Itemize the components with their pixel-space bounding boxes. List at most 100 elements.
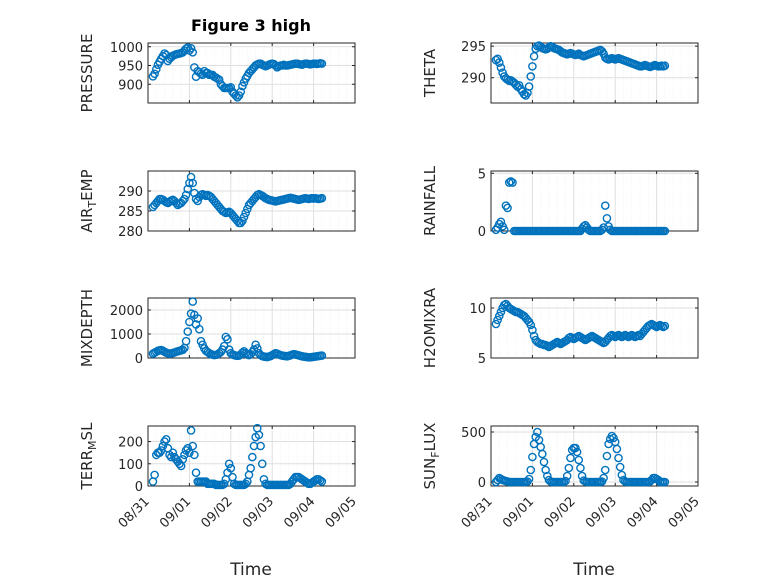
plot-area <box>491 171 698 231</box>
x-tick-label: 09/04 <box>281 494 318 531</box>
data-point <box>188 297 198 306</box>
data-point <box>566 453 575 463</box>
data-point <box>660 477 670 487</box>
data-point <box>185 178 194 188</box>
data-point <box>183 184 193 194</box>
axes-box <box>490 42 699 104</box>
data-point <box>150 470 159 480</box>
y-tick-label: 1000 <box>110 41 143 56</box>
data-point <box>538 449 547 459</box>
x-tick-label: 09/01 <box>157 494 194 531</box>
data-point <box>238 216 247 226</box>
data-point <box>254 430 264 440</box>
data-point <box>195 324 204 334</box>
data-point <box>155 448 164 457</box>
y-axis-label: H2OMIXRA <box>421 287 439 368</box>
y-axis-label: RAINFALL <box>421 165 439 236</box>
y-axis-label: MIXDEPTH <box>78 289 96 367</box>
subplot-mixdepth: 0 1000 2000 MIXDEPTH <box>78 289 356 367</box>
data-series-rainfall <box>491 177 670 236</box>
data-series-theta <box>491 41 670 100</box>
y-tick-label: 1000 <box>110 328 143 343</box>
data-point <box>180 450 189 460</box>
data-point <box>528 62 537 71</box>
data-point <box>609 433 618 443</box>
y-axis-label: PRESSURE <box>78 34 96 113</box>
data-point <box>160 437 169 446</box>
x-tick-label: 09/03 <box>240 494 277 531</box>
data-point <box>504 178 514 187</box>
data-point <box>183 443 193 453</box>
y-tick-label: 5 <box>478 352 486 367</box>
data-point <box>241 479 251 489</box>
y-tick-label: 5 <box>478 167 486 182</box>
data-point <box>597 225 607 235</box>
data-point <box>190 450 199 460</box>
data-point <box>541 465 550 475</box>
data-series-h2omixra <box>491 299 670 352</box>
data-point <box>494 311 504 321</box>
data-point <box>571 443 580 453</box>
data-point <box>528 452 537 462</box>
x-tick-label: 09/05 <box>666 494 703 531</box>
data-point <box>188 178 198 188</box>
data-point <box>526 320 536 330</box>
data-point <box>236 87 246 97</box>
data-point <box>524 82 534 91</box>
data-series-terr-msl <box>148 423 327 490</box>
data-point <box>496 217 506 227</box>
data-point <box>241 208 251 218</box>
y-tick-label: 900 <box>118 78 143 93</box>
data-point <box>186 43 196 53</box>
data-point <box>180 194 189 204</box>
data-point <box>491 319 501 329</box>
data-point <box>511 80 521 89</box>
x-tick-label: 09/02 <box>199 494 236 531</box>
y-tick-label: 285 <box>118 205 143 220</box>
data-point <box>529 51 539 61</box>
y-axis-label: SUNFLUX <box>421 423 442 490</box>
axes-box <box>490 297 699 359</box>
axes-box <box>147 42 356 104</box>
data-point <box>186 426 196 435</box>
data-point <box>219 479 229 489</box>
data-point <box>612 444 622 454</box>
data-point <box>224 459 234 469</box>
data-point <box>158 441 168 451</box>
data-point <box>561 476 570 486</box>
data-point <box>564 463 574 473</box>
y-tick-label: 0 <box>478 476 486 491</box>
data-point <box>193 314 202 323</box>
y-tick-label: 0 <box>478 225 486 240</box>
x-axis-label-left: Time <box>229 560 272 580</box>
data-point <box>496 307 506 317</box>
data-point <box>315 476 325 485</box>
data-point <box>239 212 249 222</box>
data-point <box>615 462 625 472</box>
x-tick-label: 09/03 <box>583 494 620 531</box>
data-point <box>181 190 191 200</box>
data-point <box>602 451 612 461</box>
data-series-pressure <box>148 43 327 102</box>
data-point <box>178 345 188 355</box>
y-tick-label: 295 <box>461 40 486 55</box>
data-point <box>186 172 196 182</box>
data-point <box>660 61 670 71</box>
plot-area <box>491 426 698 486</box>
data-point <box>317 193 327 203</box>
data-point <box>576 463 585 473</box>
data-point <box>166 452 176 462</box>
data-point <box>191 468 201 477</box>
data-point <box>183 327 193 336</box>
y-axis-label: TERRMSL <box>78 422 99 491</box>
subplot-terr-msl: 0 100 200 TERRMSL 08/31 09/01 09/02 09/03 09/04 0… <box>78 422 360 531</box>
x-tick-label: 09/02 <box>542 494 579 531</box>
data-point <box>178 455 188 464</box>
data-point <box>246 463 255 473</box>
subplot-sun-flux: 0 500 SUNFLUX 08/31 09/01 09/02 09/03 09/04 09/0… <box>421 423 703 532</box>
x-axis-label-right: Time <box>572 560 615 580</box>
y-axis-label: THETA <box>421 48 439 98</box>
data-point <box>214 75 224 85</box>
